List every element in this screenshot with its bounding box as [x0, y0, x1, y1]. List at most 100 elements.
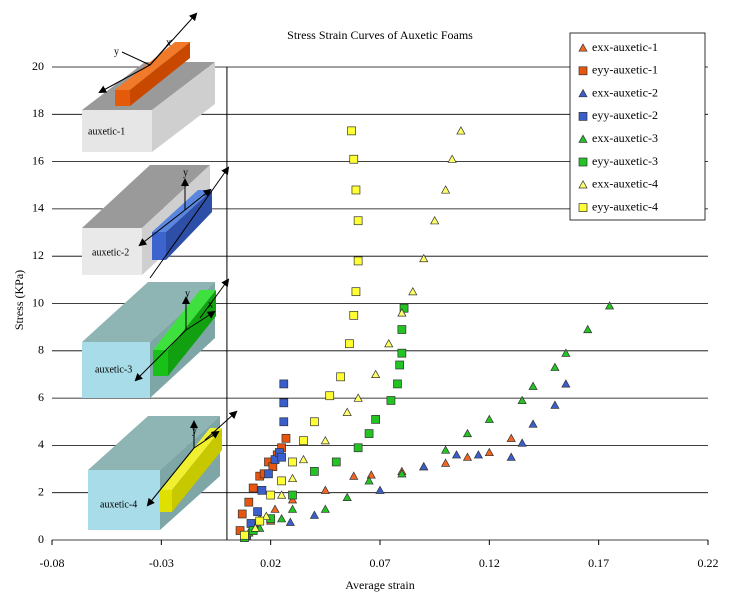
data-point: [456, 126, 466, 135]
data-point: [371, 415, 380, 424]
chart-title: Stress Strain Curves of Auxetic Foams: [287, 28, 473, 42]
data-point: [506, 452, 516, 461]
annotation: auxetic-3: [95, 364, 132, 375]
data-point: [430, 216, 440, 225]
data-point: [447, 154, 457, 163]
data-point: [347, 126, 356, 136]
data-point: [277, 476, 286, 486]
data-point: [298, 454, 309, 464]
data-point: [288, 457, 297, 467]
data-point: [561, 348, 571, 357]
legend-label: exx-auxetic-1: [592, 40, 658, 54]
inset-axis-label: y: [114, 46, 119, 57]
y-tick-label: 0: [38, 532, 44, 546]
data-point: [253, 507, 262, 516]
data-point: [349, 471, 359, 480]
x-tick-label: 0.02: [260, 556, 281, 570]
data-point: [342, 492, 352, 501]
data-point: [342, 407, 352, 416]
legend-marker: [578, 112, 588, 121]
inset-axis-label: x: [204, 187, 209, 198]
legend: exx-auxetic-1 eyy-auxetic-1 exx-auxetic-2 e…: [569, 32, 706, 221]
data-point: [310, 467, 319, 476]
data-point: [353, 443, 363, 453]
inset-axis-label: x: [208, 299, 213, 310]
data-point: [285, 517, 295, 526]
data-point: [441, 458, 451, 467]
data-point: [484, 414, 494, 423]
legend-marker: [578, 134, 588, 143]
data-point: [244, 497, 254, 507]
inset-axis-label: x: [166, 37, 171, 48]
y-tick-label: 20: [32, 59, 44, 73]
y-tick-label: 14: [32, 201, 44, 215]
data-point: [375, 485, 385, 494]
inset-axis-label: y: [183, 167, 188, 178]
data-point: [279, 379, 289, 389]
data-point: [393, 379, 402, 389]
data-point: [279, 417, 289, 427]
data-point: [517, 438, 527, 447]
data-point: [320, 435, 330, 445]
x-tick-label: -0.08: [40, 556, 65, 570]
legend-marker: [578, 157, 588, 167]
data-point: [353, 393, 363, 402]
y-tick-label: 8: [38, 343, 44, 357]
data-point: [287, 473, 298, 483]
data-point: [408, 286, 418, 296]
data-point: [279, 398, 289, 408]
data-point: [250, 523, 260, 532]
data-point: [473, 450, 483, 459]
x-tick-label: 0.07: [370, 556, 391, 570]
x-tick-label: 0.12: [479, 556, 500, 570]
annotation: auxetic-2: [92, 247, 129, 258]
data-point: [441, 445, 451, 454]
data-point: [451, 450, 462, 459]
data-point: [550, 400, 560, 409]
inset-axis-label: y: [192, 425, 197, 436]
x-axis-title: Average strain: [345, 578, 414, 592]
data-point: [397, 348, 407, 358]
data-point: [462, 452, 473, 461]
data-point: [277, 490, 287, 499]
data-point: [320, 504, 330, 513]
data-point: [281, 433, 291, 443]
data-point: [371, 369, 381, 378]
marks: [235, 126, 615, 542]
x-tick-label: 0.22: [698, 556, 719, 570]
annotation: auxetic-1: [88, 126, 125, 137]
data-point: [353, 216, 363, 226]
data-point: [349, 310, 359, 320]
y-tick-label: 6: [38, 390, 44, 404]
legend-label: exx-auxetic-2: [592, 85, 658, 99]
inset-auxetic-1: y x auxetic-1: [82, 12, 215, 152]
legend-label: eyy-auxetic-4: [592, 199, 658, 213]
legend-label: eyy-auxetic-1: [592, 63, 658, 77]
data-point: [325, 391, 335, 401]
data-point: [261, 511, 271, 520]
data-point: [364, 429, 374, 438]
data-point: [395, 360, 405, 370]
data-point: [287, 504, 298, 513]
data-point: [336, 372, 345, 382]
data-point: [397, 308, 407, 317]
y-tick-label: 4: [38, 437, 44, 451]
data-point: [331, 457, 341, 467]
data-point: [351, 185, 361, 195]
data-point: [441, 185, 451, 194]
data-point: [351, 287, 361, 297]
data-point: [528, 419, 538, 428]
data-point: [506, 433, 516, 442]
y-tick-label: 2: [38, 484, 44, 498]
legend-marker: [578, 180, 588, 189]
data-point: [237, 509, 247, 519]
data-point: [310, 417, 319, 427]
data-point: [353, 256, 363, 266]
annotation: auxetic-4: [100, 499, 137, 510]
data-point: [257, 485, 267, 495]
y-tick-label: 10: [32, 295, 44, 309]
data-point: [266, 490, 276, 500]
data-point: [605, 301, 615, 310]
legend-label: exx-auxetic-4: [592, 177, 658, 191]
legend-marker: [578, 66, 588, 76]
